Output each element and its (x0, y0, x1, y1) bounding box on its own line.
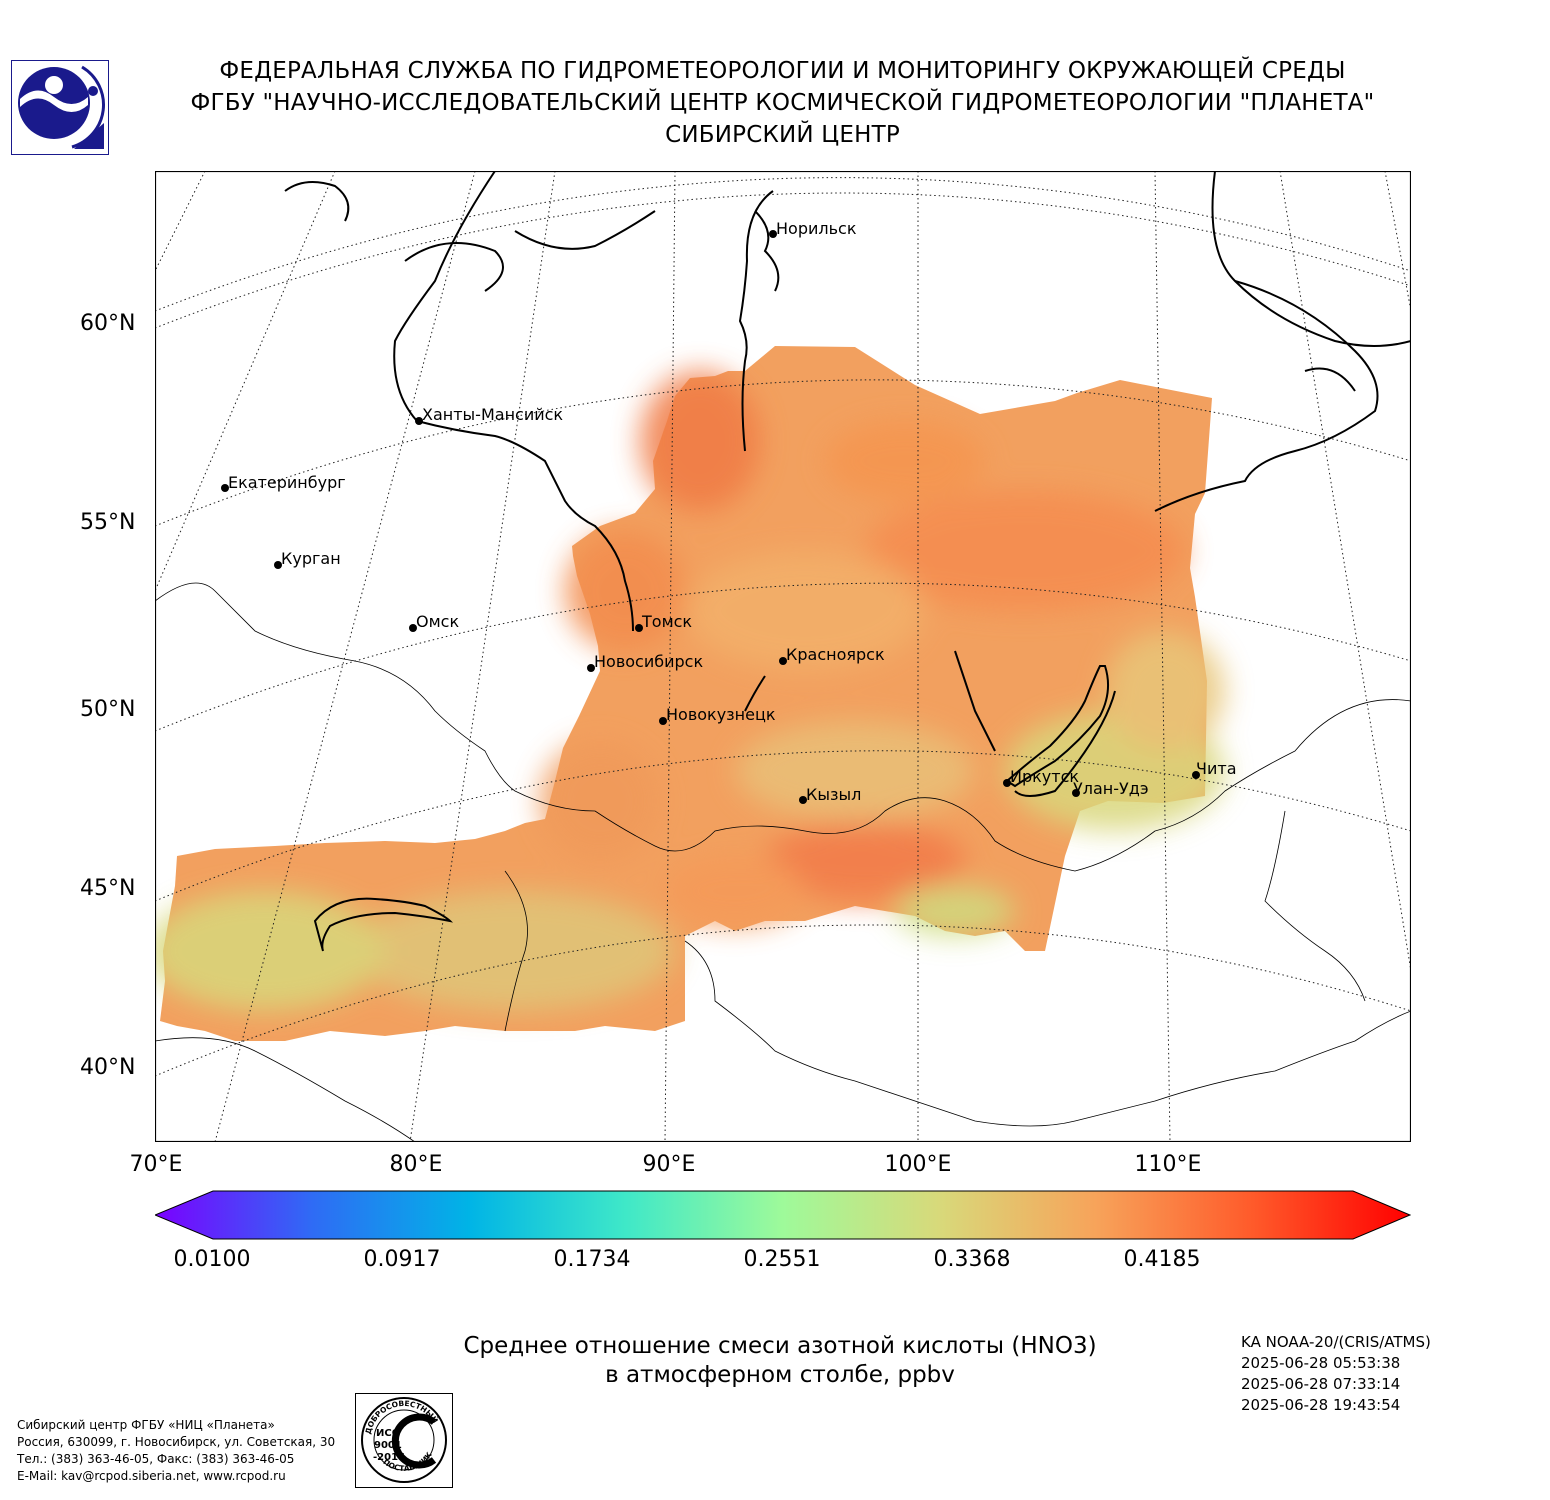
graticule (155, 171, 1411, 1142)
planeta-logo (11, 60, 109, 155)
city-tomsk: Томск (635, 612, 692, 632)
city-novokuznetsk: Новокузнецк (659, 705, 776, 725)
svg-text:Томск: Томск (641, 612, 692, 631)
city-khanty-mansiysk: Ханты-Мансийск (415, 405, 563, 425)
colorbar-tick: 0.0917 (363, 1247, 441, 1272)
lon-label-70: 70°E (129, 1152, 183, 1177)
lon-label-110: 110°E (1134, 1152, 1202, 1177)
iso-number: 9001 (374, 1440, 402, 1451)
satellite-time: 2025-06-28 07:33:14 (1241, 1375, 1401, 1393)
colorbar-tick: 0.3368 (933, 1247, 1011, 1272)
city-irkutsk: Иркутск (1003, 767, 1079, 787)
colorbar-tick: 0.1734 (553, 1247, 631, 1272)
svg-text:Чита: Чита (1196, 759, 1237, 778)
map-caption-line2: в атмосферном столбе, ppbv (605, 1362, 955, 1388)
iso-badge: ДОБРОСОВЕСТНЫЙ ПОСТАВЩИК ИСО 9001 -2015 (355, 1393, 453, 1488)
planeta-logo-icon (18, 65, 105, 149)
rivers (393, 171, 1116, 797)
map-frame (155, 171, 1411, 1142)
city-markers: Норильск Ханты-Мансийск Екатеринбург Кур… (221, 219, 1237, 804)
coastlines (284, 171, 1411, 512)
svg-text:Новосибирск: Новосибирск (594, 652, 703, 671)
svg-text:Курган: Курган (281, 549, 341, 568)
lat-label-50: 50°N (80, 697, 136, 722)
city-yekaterinburg: Екатеринбург (221, 473, 346, 492)
colorbar-bar (155, 1190, 1411, 1240)
header-center: СИБИРСКИЙ ЦЕНТР (665, 122, 900, 148)
colorbar-tick: 0.2551 (743, 1247, 821, 1272)
satellite-time: 2025-06-28 05:53:38 (1241, 1354, 1401, 1372)
iso-year: -2015 (373, 1452, 405, 1463)
colorbar (155, 1190, 1411, 1240)
footer-org: Сибирский центр ФГБУ «НИЦ «Планета» (17, 1418, 275, 1432)
iso-badge-icon: ДОБРОСОВЕСТНЫЙ ПОСТАВЩИК ИСО 9001 -2015 (361, 1397, 447, 1483)
svg-text:Кызыл: Кызыл (806, 785, 861, 804)
country-borders (155, 582, 1411, 1142)
city-kyzyl: Кызыл (799, 785, 861, 804)
footer-contacts: E-Mail: kav@rcpod.siberia.net, www.rcpod… (17, 1469, 286, 1483)
hno3-data-field (155, 346, 1225, 1041)
lake-balkhash (313, 897, 454, 952)
header-institute: ФГБУ "НАУЧНО-ИССЛЕДОВАТЕЛЬСКИЙ ЦЕНТР КОС… (190, 90, 1375, 116)
svg-text:Ханты-Мансийск: Ханты-Мансийск (422, 405, 563, 424)
colorbar-tick: 0.4185 (1123, 1247, 1201, 1272)
svg-text:Екатеринбург: Екатеринбург (228, 473, 346, 492)
header-agency: ФЕДЕРАЛЬНАЯ СЛУЖБА ПО ГИДРОМЕТЕОРОЛОГИИ … (219, 58, 1346, 84)
lat-label-60: 60°N (80, 311, 136, 336)
lat-label-55: 55°N (80, 510, 136, 535)
lon-label-90: 90°E (642, 1152, 696, 1177)
city-kurgan: Курган (274, 549, 341, 569)
colorbar-tick: 0.0100 (173, 1247, 251, 1272)
lon-label-100: 100°E (884, 1152, 952, 1177)
svg-text:Новокузнецк: Новокузнецк (666, 705, 776, 724)
satellite-time: 2025-06-28 19:43:54 (1241, 1396, 1401, 1414)
city-chita: Чита (1192, 759, 1237, 779)
footer-phone: Тел.: (383) 363-46-05, Факс: (383) 363-4… (17, 1452, 295, 1466)
city-ulan-ude: Улан-Удэ (1072, 779, 1149, 798)
svg-text:Омск: Омск (416, 612, 459, 631)
svg-text:Норильск: Норильск (776, 219, 857, 238)
city-omsk: Омск (409, 612, 459, 632)
city-norilsk: Норильск (769, 219, 857, 238)
svg-text:Иркутск: Иркутск (1010, 767, 1079, 786)
city-krasnoyarsk: Красноярск (779, 645, 885, 665)
svg-text:Красноярск: Красноярск (786, 645, 885, 664)
svg-text:Улан-Удэ: Улан-Удэ (1073, 779, 1149, 798)
city-novosibirsk: Новосибирск (587, 652, 703, 672)
lon-label-80: 80°E (389, 1152, 443, 1177)
lat-label-40: 40°N (80, 1055, 136, 1080)
map-panel: Норильск Ханты-Мансийск Екатеринбург Кур… (155, 171, 1411, 1142)
iso-label: ИСО (376, 1428, 400, 1439)
map-caption-line1: Среднее отношение смеси азотной кислоты … (463, 1333, 1097, 1359)
footer-address: Россия, 630099, г. Новосибирск, ул. Сове… (17, 1435, 336, 1449)
satellite-name: KA NOAA-20/(CRIS/ATMS) (1241, 1333, 1431, 1351)
lat-label-45: 45°N (80, 876, 136, 901)
